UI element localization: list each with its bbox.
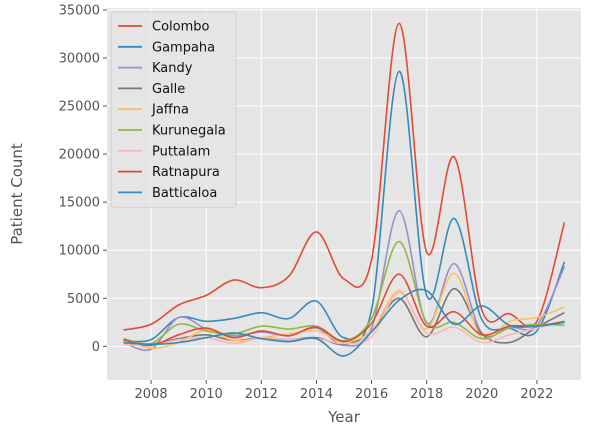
x-tick-label: 2018 bbox=[410, 387, 443, 402]
y-tick-label: 30000 bbox=[59, 51, 100, 66]
y-ticks: 0 5000 10000 15000 20000 25000 30000 35000 bbox=[59, 3, 107, 355]
x-tick-label: 2022 bbox=[520, 387, 553, 402]
x-tick-label: 2020 bbox=[465, 387, 498, 402]
y-tick-label: 35000 bbox=[59, 3, 100, 18]
y-tick-label: 5000 bbox=[67, 292, 100, 307]
series-layer bbox=[123, 22, 566, 357]
x-axis-title: Year bbox=[327, 408, 361, 426]
series-line-gampaha bbox=[123, 70, 566, 343]
x-ticks: 2008 2010 2012 2014 2016 2018 2020 2022 bbox=[135, 380, 553, 402]
y-tick-label: 15000 bbox=[59, 196, 100, 211]
legend-label-colombo: Colombo bbox=[152, 20, 210, 35]
legend-label-puttalam: Puttalam bbox=[152, 144, 210, 159]
legend-label-batticaloa: Batticaloa bbox=[152, 186, 217, 201]
x-tick-label: 2016 bbox=[355, 387, 388, 402]
legend-label-kandy: Kandy bbox=[152, 61, 193, 76]
legend-label-gampaha: Gampaha bbox=[152, 40, 215, 55]
series-line-batticaloa bbox=[123, 288, 565, 357]
legend-label-ratnapura: Ratnapura bbox=[152, 165, 220, 180]
series-line-colombo bbox=[123, 22, 566, 331]
legend-label-galle: Galle bbox=[152, 82, 185, 97]
y-tick-label: 20000 bbox=[59, 148, 100, 163]
x-tick-label: 2010 bbox=[190, 387, 223, 402]
legend: Colombo Gampaha Kandy Galle Jaffna Kurunegala… bbox=[110, 11, 237, 208]
legend-label-jaffna: Jaffna bbox=[151, 103, 189, 118]
grid-y bbox=[107, 9, 581, 347]
legend-box bbox=[110, 11, 237, 208]
y-tick-label: 10000 bbox=[59, 244, 100, 259]
x-tick-label: 2014 bbox=[300, 387, 333, 402]
x-tick-label: 2008 bbox=[135, 387, 168, 402]
y-tick-label: 25000 bbox=[59, 100, 100, 115]
y-axis-title: Patient Count bbox=[8, 143, 26, 245]
series-line-puttalam bbox=[123, 291, 565, 347]
x-tick-label: 2012 bbox=[245, 387, 278, 402]
series-line-kurunegala bbox=[123, 240, 565, 345]
y-tick-label: 0 bbox=[92, 340, 100, 355]
legend-label-kurunegala: Kurunegala bbox=[152, 124, 226, 139]
series-line-ratnapura bbox=[123, 273, 565, 347]
